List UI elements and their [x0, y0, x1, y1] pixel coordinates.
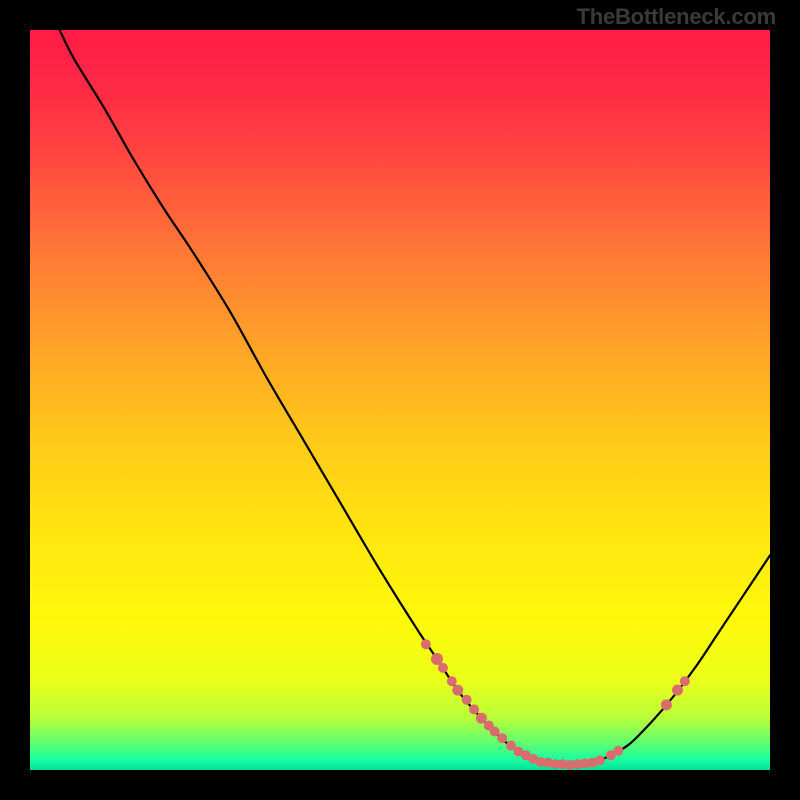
scatter-point	[476, 713, 487, 724]
scatter-point	[447, 676, 457, 686]
scatter-point	[672, 685, 683, 696]
chart-stage: TheBottleneck.com	[0, 0, 800, 800]
scatter-point	[661, 699, 672, 710]
scatter-point	[438, 663, 448, 673]
gradient-background	[30, 30, 770, 770]
scatter-point	[462, 695, 472, 705]
scatter-point	[421, 639, 431, 649]
scatter-point	[490, 727, 500, 737]
scatter-point	[595, 755, 605, 765]
plot-area	[30, 30, 770, 770]
scatter-point	[680, 676, 690, 686]
scatter-point	[469, 704, 479, 714]
watermark-text: TheBottleneck.com	[576, 4, 776, 30]
plot-svg	[30, 30, 770, 770]
scatter-point	[452, 685, 463, 696]
scatter-point	[613, 746, 623, 756]
scatter-point	[497, 733, 507, 743]
